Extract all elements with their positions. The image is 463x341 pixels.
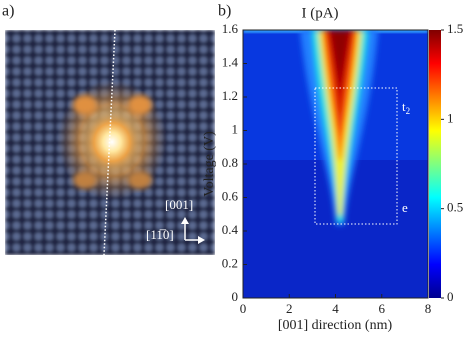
y-tick-label: 1.6 xyxy=(222,21,239,36)
y-tick-label: 0 xyxy=(232,289,239,304)
colorbar-tick-label: 1.5 xyxy=(447,21,463,36)
x-tick-label: 2 xyxy=(286,301,293,316)
y-tick-label: 0.8 xyxy=(222,155,238,170)
direction-label: [001] xyxy=(165,197,193,212)
y-tick-label: 1.2 xyxy=(222,88,238,103)
annotation-text: t xyxy=(402,99,406,114)
region-box xyxy=(314,87,398,225)
y-axis-label: Voltage (V) xyxy=(202,131,217,197)
panel-label: a) xyxy=(2,3,14,20)
x-axis-label: [001] direction (nm) xyxy=(278,318,393,333)
x-tick-label: 8 xyxy=(425,301,432,316)
stm-image xyxy=(5,30,215,255)
annotation-sub: 2 xyxy=(406,106,411,116)
colorbar xyxy=(429,30,441,298)
y-tick-label: 0.4 xyxy=(222,222,239,237)
chart-title: I (pA) xyxy=(301,5,338,21)
direction-label: [11̅0] xyxy=(146,227,174,242)
panel-label: b) xyxy=(218,3,231,20)
colorbar-tick-label: 0 xyxy=(447,289,454,304)
colorbar-tick-label: 0.5 xyxy=(447,200,463,215)
y-tick-label: 1 xyxy=(232,121,239,136)
y-tick-label: 0.2 xyxy=(222,255,238,270)
colorbar-tick-label: 1 xyxy=(447,110,454,125)
annotation: t2 xyxy=(402,99,410,116)
annotation: e xyxy=(402,200,408,215)
x-tick-label: 6 xyxy=(379,301,386,316)
x-tick-label: 4 xyxy=(332,301,339,316)
y-tick-label: 0.6 xyxy=(222,188,239,203)
heatmap xyxy=(243,30,428,298)
y-tick-label: 1.4 xyxy=(222,54,239,69)
x-tick-label: 0 xyxy=(240,301,247,316)
